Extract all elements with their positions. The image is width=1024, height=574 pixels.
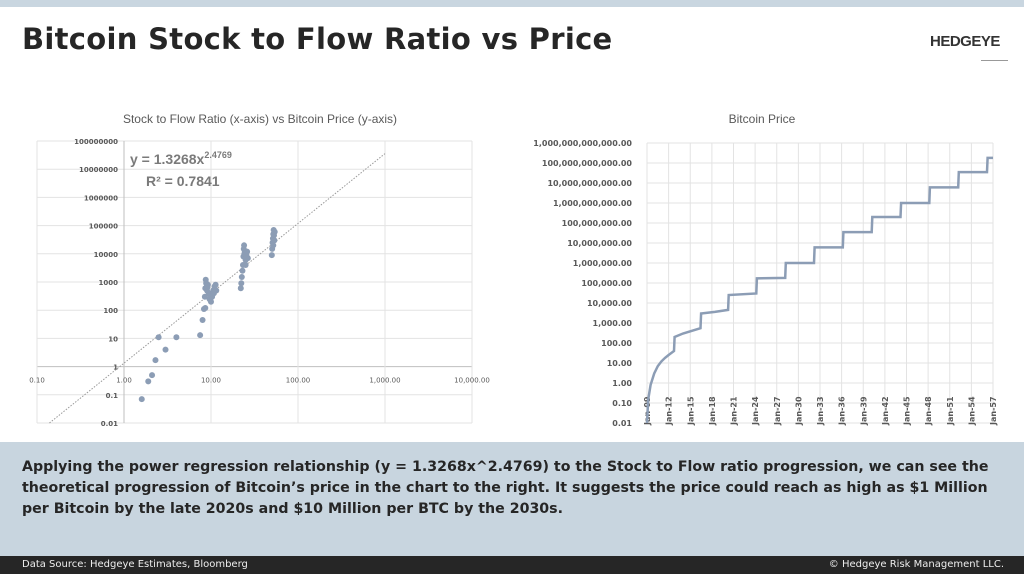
data-point <box>237 285 244 292</box>
y-tick-label: 100.00 <box>601 339 632 348</box>
y-tick-label: 10 <box>108 335 118 343</box>
x-tick-label: Jan-57 <box>989 396 998 426</box>
data-point <box>242 262 249 269</box>
trendline-equation: y = 1.3268x2.4769 <box>130 150 232 167</box>
y-tick-label: 0.1 <box>106 392 119 400</box>
data-point <box>238 280 245 287</box>
data-point <box>244 255 251 262</box>
page-title: Bitcoin Stock to Flow Ratio vs Price <box>22 22 613 56</box>
data-point <box>145 378 152 385</box>
data-point <box>149 372 156 379</box>
y-tick-label: 100000000 <box>74 138 118 146</box>
y-tick-label: 1 <box>113 364 118 372</box>
data-point <box>138 396 145 403</box>
trendline-r2: R² = 0.7841 <box>146 173 220 189</box>
data-point <box>271 228 278 235</box>
x-tick-label: Jan-30 <box>794 396 803 426</box>
y-tick-label: 1.00 <box>612 379 632 388</box>
data-source: Data Source: Hedgeye Estimates, Bloomber… <box>22 559 248 570</box>
y-tick-label: 1000 <box>99 279 119 287</box>
x-tick-label: Jan-21 <box>730 396 739 426</box>
x-tick-label: 0.10 <box>29 377 45 385</box>
y-tick-label: 10.00 <box>607 359 633 368</box>
x-tick-label: Jan-15 <box>686 396 695 426</box>
y-tick-label: 0.01 <box>612 419 632 428</box>
y-tick-label: 1,000,000,000,000.00 <box>533 139 632 148</box>
x-tick-label: Jan-54 <box>967 396 976 426</box>
x-tick-label: Jan-39 <box>859 396 868 426</box>
y-tick-label: 100,000,000,000.00 <box>542 159 633 168</box>
y-tick-label: 10000 <box>94 251 118 259</box>
data-point <box>197 332 204 339</box>
y-tick-label: 1,000,000,000.00 <box>553 199 632 208</box>
x-tick-label: Jan-42 <box>881 396 890 426</box>
y-tick-label: 10,000.00 <box>587 299 632 308</box>
y-tick-label: 100 <box>103 307 118 315</box>
y-tick-label: 100,000.00 <box>581 279 632 288</box>
y-tick-label: 10,000,000.00 <box>567 239 632 248</box>
data-point <box>271 237 278 244</box>
top-accent-bar <box>0 0 1024 7</box>
y-tick-label: 1000000 <box>84 194 118 202</box>
footer: Data Source: Hedgeye Estimates, Bloomber… <box>0 556 1024 574</box>
x-tick-label: 10,000.00 <box>454 377 490 385</box>
data-point <box>208 298 214 305</box>
price-series-line <box>645 156 993 424</box>
data-point <box>204 284 211 291</box>
copyright: © Hedgeye Risk Management LLC. <box>828 559 1004 570</box>
data-point <box>238 274 245 281</box>
y-tick-label: 100000 <box>89 223 118 231</box>
x-tick-label: Jan-51 <box>946 396 955 426</box>
x-tick-label: Jan-33 <box>816 396 825 426</box>
data-point <box>201 293 208 300</box>
price-chart-title: Bitcoin Price <box>729 112 796 126</box>
x-tick-label: Jan-24 <box>751 396 760 426</box>
data-point <box>173 334 180 341</box>
x-tick-label: 100.00 <box>286 377 311 385</box>
y-tick-label: 10,000,000,000.00 <box>547 179 632 188</box>
y-tick-label: 0.10 <box>612 399 632 408</box>
hedgeye-logo: HEDGEYE <box>930 33 1000 50</box>
data-point <box>270 242 277 249</box>
data-point <box>241 250 248 257</box>
data-point <box>241 242 248 249</box>
x-tick-label: Jan-48 <box>924 396 933 426</box>
scatter-chart: Stock to Flow Ratio (x-axis) vs Bitcoin … <box>29 112 490 428</box>
y-tick-label: 0.01 <box>101 420 118 428</box>
logo-underline <box>981 60 1008 61</box>
data-point <box>199 316 206 323</box>
y-tick-label: 1,000,000.00 <box>573 259 633 268</box>
x-tick-label: Jan-36 <box>838 396 847 426</box>
data-point <box>155 334 162 341</box>
y-tick-label: 10000000 <box>79 166 118 174</box>
price-line-chart: Bitcoin Price 0.01 0.10 1.00 10.00 100.00 1,0… <box>533 112 998 428</box>
x-tick-label: 10.00 <box>201 377 221 385</box>
x-tick-label: Jan-27 <box>773 396 782 426</box>
data-point <box>268 252 275 259</box>
y-tick-label: 100,000,000.00 <box>562 219 633 228</box>
scatter-chart-title: Stock to Flow Ratio (x-axis) vs Bitcoin … <box>123 112 397 126</box>
data-point <box>239 267 246 274</box>
data-point <box>210 290 217 297</box>
commentary-panel: Applying the power regression relationsh… <box>0 442 1024 556</box>
data-point <box>162 346 169 353</box>
x-tick-label: Jan-12 <box>665 396 674 426</box>
data-point <box>152 357 159 364</box>
x-tick-label: Jan-18 <box>708 396 717 426</box>
data-point <box>212 281 219 288</box>
data-point <box>202 304 209 311</box>
x-tick-label: Jan-45 <box>903 396 912 426</box>
y-tick-label: 1,000.00 <box>593 319 633 328</box>
commentary-text: Applying the power regression relationsh… <box>22 459 989 517</box>
x-tick-label: 1.00 <box>116 377 132 385</box>
x-tick-label: 1,000.00 <box>369 377 400 385</box>
